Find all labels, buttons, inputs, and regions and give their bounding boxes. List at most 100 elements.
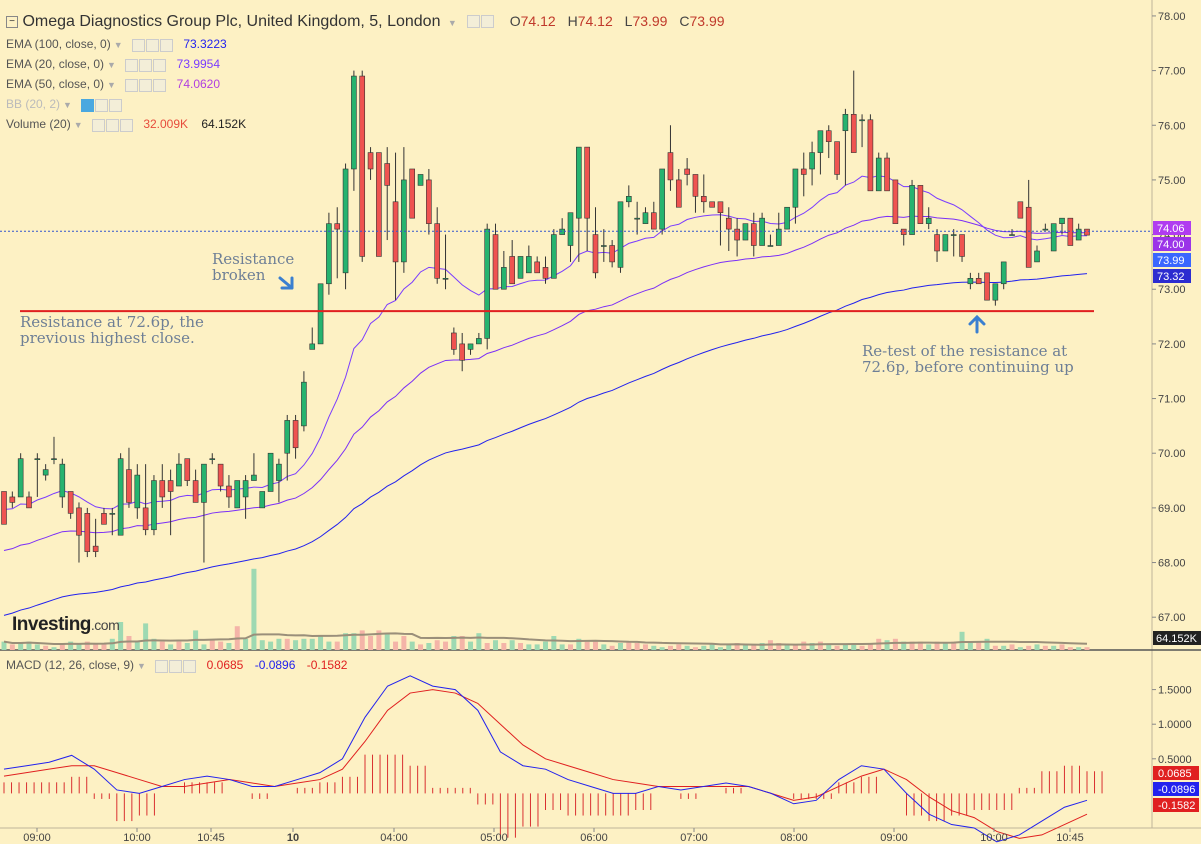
gear-icon[interactable]	[169, 659, 183, 673]
candle-body	[609, 245, 615, 263]
candle-body	[542, 267, 549, 279]
volume-bar	[901, 641, 907, 650]
caret-icon[interactable]: ▼	[107, 60, 116, 70]
candle-body	[51, 458, 57, 460]
volume-bar	[451, 636, 457, 650]
candle-body	[984, 272, 990, 301]
close-icon[interactable]	[153, 58, 167, 72]
title-buttons[interactable]	[467, 13, 495, 31]
indicator-buttons[interactable]	[125, 58, 167, 72]
candle-body	[567, 212, 574, 246]
candle-body	[451, 332, 457, 350]
volume-bar	[459, 636, 465, 650]
indicator-buttons[interactable]	[81, 98, 123, 112]
candle-body	[309, 343, 316, 350]
price-tag-label: 74.00	[1157, 239, 1185, 251]
x-tick-label: 09:00	[880, 832, 908, 844]
volume-bar	[1076, 647, 1082, 650]
gear-icon[interactable]	[139, 78, 153, 92]
x-tick-label: 10:45	[1056, 832, 1084, 844]
caret-icon[interactable]: ▼	[73, 120, 83, 130]
volume-bar	[1034, 644, 1040, 650]
indicator-buttons[interactable]	[131, 38, 174, 52]
settings-icon[interactable]	[467, 15, 481, 29]
candle-body	[734, 228, 740, 241]
candle-body	[284, 420, 291, 454]
gear-icon[interactable]	[145, 38, 159, 52]
close-icon[interactable]	[183, 659, 197, 673]
title-caret-icon[interactable]: ▼	[447, 18, 457, 29]
caret-icon[interactable]: ▼	[107, 80, 116, 90]
volume-bar	[834, 645, 840, 650]
volume-bar	[1017, 647, 1023, 650]
candle-body	[109, 513, 116, 515]
volume-bar	[751, 644, 757, 650]
macd-legend[interactable]: MACD (12, 26, close, 9) ▼ 0.0685 -0.0896 …	[6, 658, 347, 673]
caret-icon[interactable]: ▼	[63, 100, 72, 110]
close-icon[interactable]	[109, 98, 123, 112]
price-tag-label: 73.32	[1157, 271, 1185, 283]
candle-body	[434, 223, 440, 279]
volume-bar	[692, 647, 698, 650]
volume-bar	[959, 631, 965, 650]
indicator-volume[interactable]: Volume (20) ▼ 32.009K 64.152K	[6, 117, 246, 132]
candle-body	[84, 513, 91, 552]
collapse-icon[interactable]: −	[6, 16, 18, 28]
volume-bar	[634, 643, 640, 650]
x-tick-label: 06:00	[580, 832, 608, 844]
volume-bar	[484, 643, 490, 650]
price-tag	[1153, 253, 1191, 267]
volume-bar	[1067, 647, 1073, 650]
close-icon[interactable]	[159, 38, 173, 52]
candle-body	[800, 168, 807, 175]
volume-bar	[368, 636, 374, 650]
eye-icon[interactable]	[125, 78, 139, 92]
eye-icon[interactable]	[81, 98, 95, 112]
eye-icon[interactable]	[131, 38, 145, 52]
volume-bar	[659, 647, 665, 650]
eye-icon[interactable]	[91, 118, 105, 132]
candle-body	[634, 217, 640, 220]
indicator-buttons[interactable]	[155, 659, 197, 673]
candle-body	[384, 163, 391, 186]
arrow-down-right-icon	[278, 276, 294, 290]
caret-icon[interactable]: ▼	[113, 40, 123, 50]
close-icon[interactable]	[119, 118, 133, 132]
candle-body	[651, 212, 657, 230]
indicator-bb[interactable]: BB (20, 2) ▼	[6, 97, 129, 112]
candle-body	[9, 496, 16, 503]
indicator-buttons[interactable]	[125, 78, 167, 92]
indicator-ema20[interactable]: EMA (20, close, 0) ▼ 73.9954	[6, 57, 220, 72]
y-tick-label: 68.00	[1158, 558, 1186, 570]
candle-body	[1059, 217, 1065, 224]
volume-bar	[418, 644, 424, 650]
indicator-ema50[interactable]: EMA (50, close, 0) ▼ 74.0620	[6, 77, 220, 92]
candle-body	[792, 168, 799, 208]
volume-bar	[309, 638, 315, 650]
candle-body	[159, 480, 166, 498]
low-value: 73.99	[632, 13, 668, 30]
caret-icon[interactable]: ▼	[137, 661, 146, 671]
macd-tag	[1153, 766, 1199, 780]
low-label: L	[624, 13, 633, 30]
eye-icon[interactable]	[125, 58, 139, 72]
gear-icon[interactable]	[481, 15, 495, 29]
volume-bar	[1009, 644, 1015, 650]
price-tag	[1153, 221, 1191, 235]
gear-icon[interactable]	[95, 98, 109, 112]
gear-icon[interactable]	[105, 118, 119, 132]
indicator-buttons[interactable]	[91, 118, 134, 132]
gear-icon[interactable]	[139, 58, 153, 72]
indicator-ema100[interactable]: EMA (100, close, 0) ▼ 73.3223	[6, 37, 227, 52]
volume-bar	[917, 641, 923, 650]
candle-body	[126, 469, 132, 503]
close-icon[interactable]	[153, 78, 167, 92]
macd-line	[3, 675, 1088, 843]
y-tick-label: 69.00	[1158, 503, 1186, 515]
volume-bar	[43, 645, 49, 650]
high-value: 74.12	[577, 13, 613, 30]
candle-body	[76, 507, 82, 536]
eye-icon[interactable]	[155, 659, 169, 673]
volume-bar	[393, 641, 399, 650]
